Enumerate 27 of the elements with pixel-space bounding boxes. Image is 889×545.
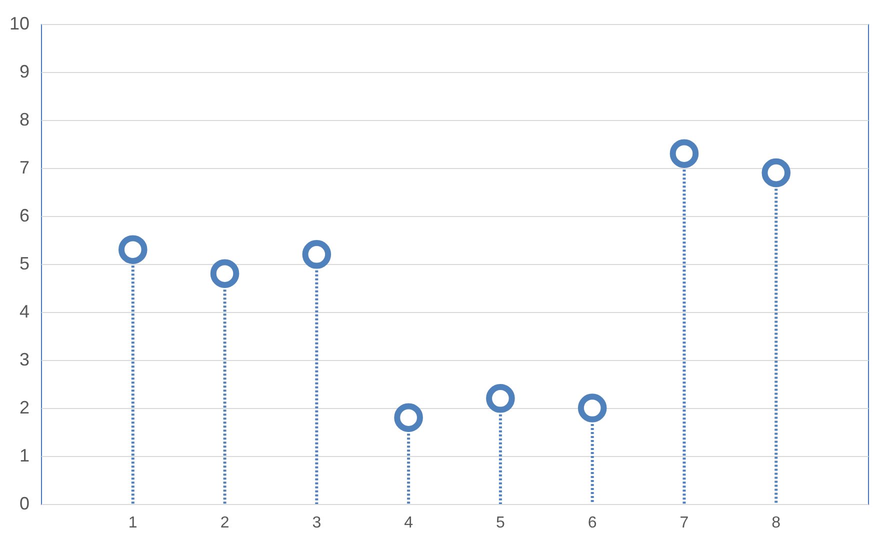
y-tick-label: 7 [19,158,30,178]
x-tick-label: 4 [404,514,414,532]
point [394,403,423,432]
x-tick-label: 1 [128,514,138,532]
point [302,240,332,269]
point [118,235,148,264]
y-tick-label: 3 [19,350,30,370]
point [578,394,607,422]
point [762,158,791,188]
y-tick-label: 5 [19,254,30,274]
point [670,139,699,168]
y-tick-label: 1 [19,446,30,466]
x-tick-label: 3 [312,514,322,532]
y-tick-label: 2 [19,398,30,418]
y-tick-label: 0 [19,494,30,514]
y-tick-label: 10 [9,14,30,34]
x-tick-label: 2 [220,514,230,532]
y-tick-label: 9 [19,62,30,82]
x-tick-label: 7 [680,514,689,532]
x-tick-label: 6 [588,514,597,532]
x-tick-label: 5 [496,514,505,532]
y-tick-label: 6 [19,206,30,226]
y-tick-label: 4 [19,302,30,322]
y-tick-label: 8 [19,110,30,130]
x-tick-label: 8 [772,514,781,532]
point [486,384,515,413]
point [210,259,240,288]
